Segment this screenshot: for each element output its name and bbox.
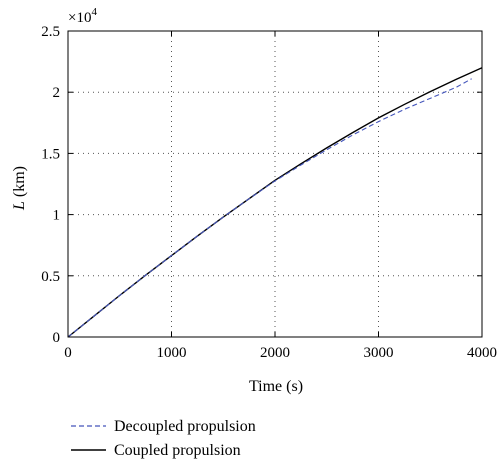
x-tick-label: 3000	[364, 345, 394, 361]
y-tick-labels: 0 0.5 1 1.5 2 2.5	[41, 24, 60, 346]
y-axis-label: L (km)	[11, 166, 28, 211]
legend: Decoupled propulsion Coupled propulsion	[71, 418, 256, 459]
y-axis-multiplier-base: ×10	[68, 10, 91, 26]
axis-ticks	[67, 30, 483, 338]
y-tick-label: 1.5	[41, 146, 60, 162]
x-axis-label: Time (s)	[249, 378, 303, 395]
y-tick-label: 2.5	[41, 24, 60, 40]
x-tick-label: 1000	[157, 345, 187, 361]
y-tick-label: 2	[53, 85, 61, 101]
x-tick-label: 0	[64, 345, 72, 361]
y-axis-label-unit: (km)	[11, 166, 28, 201]
legend-label-coupled-propulsion: Coupled propulsion	[114, 442, 241, 459]
series-line-decoupled-propulsion	[67, 78, 472, 338]
y-axis-multiplier-exponent: 4	[91, 6, 97, 18]
y-axis-multiplier: ×104	[68, 6, 97, 26]
x-tick-labels: 0 1000 2000 3000 4000	[64, 345, 497, 361]
x-tick-label: 2000	[260, 345, 290, 361]
y-tick-label: 1	[53, 208, 61, 224]
legend-label-decoupled-propulsion: Decoupled propulsion	[114, 418, 256, 435]
y-axis-label-variable: L	[11, 201, 28, 211]
y-tick-label: 0.5	[41, 269, 60, 285]
x-tick-label: 4000	[467, 345, 497, 361]
grid	[68, 31, 482, 337]
series-lines	[67, 67, 483, 338]
y-tick-label: 0	[53, 330, 61, 346]
